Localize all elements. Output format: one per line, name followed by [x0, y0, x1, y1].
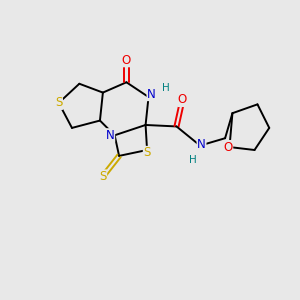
Text: O: O [122, 54, 131, 67]
Text: N: N [197, 138, 206, 151]
Text: S: S [99, 170, 106, 183]
Text: O: O [224, 141, 233, 154]
Text: H: H [189, 155, 196, 165]
Text: O: O [178, 93, 187, 106]
Text: S: S [55, 96, 62, 110]
Text: N: N [147, 88, 156, 100]
Text: S: S [143, 146, 151, 159]
Text: H: H [162, 83, 170, 93]
Text: N: N [106, 129, 115, 142]
